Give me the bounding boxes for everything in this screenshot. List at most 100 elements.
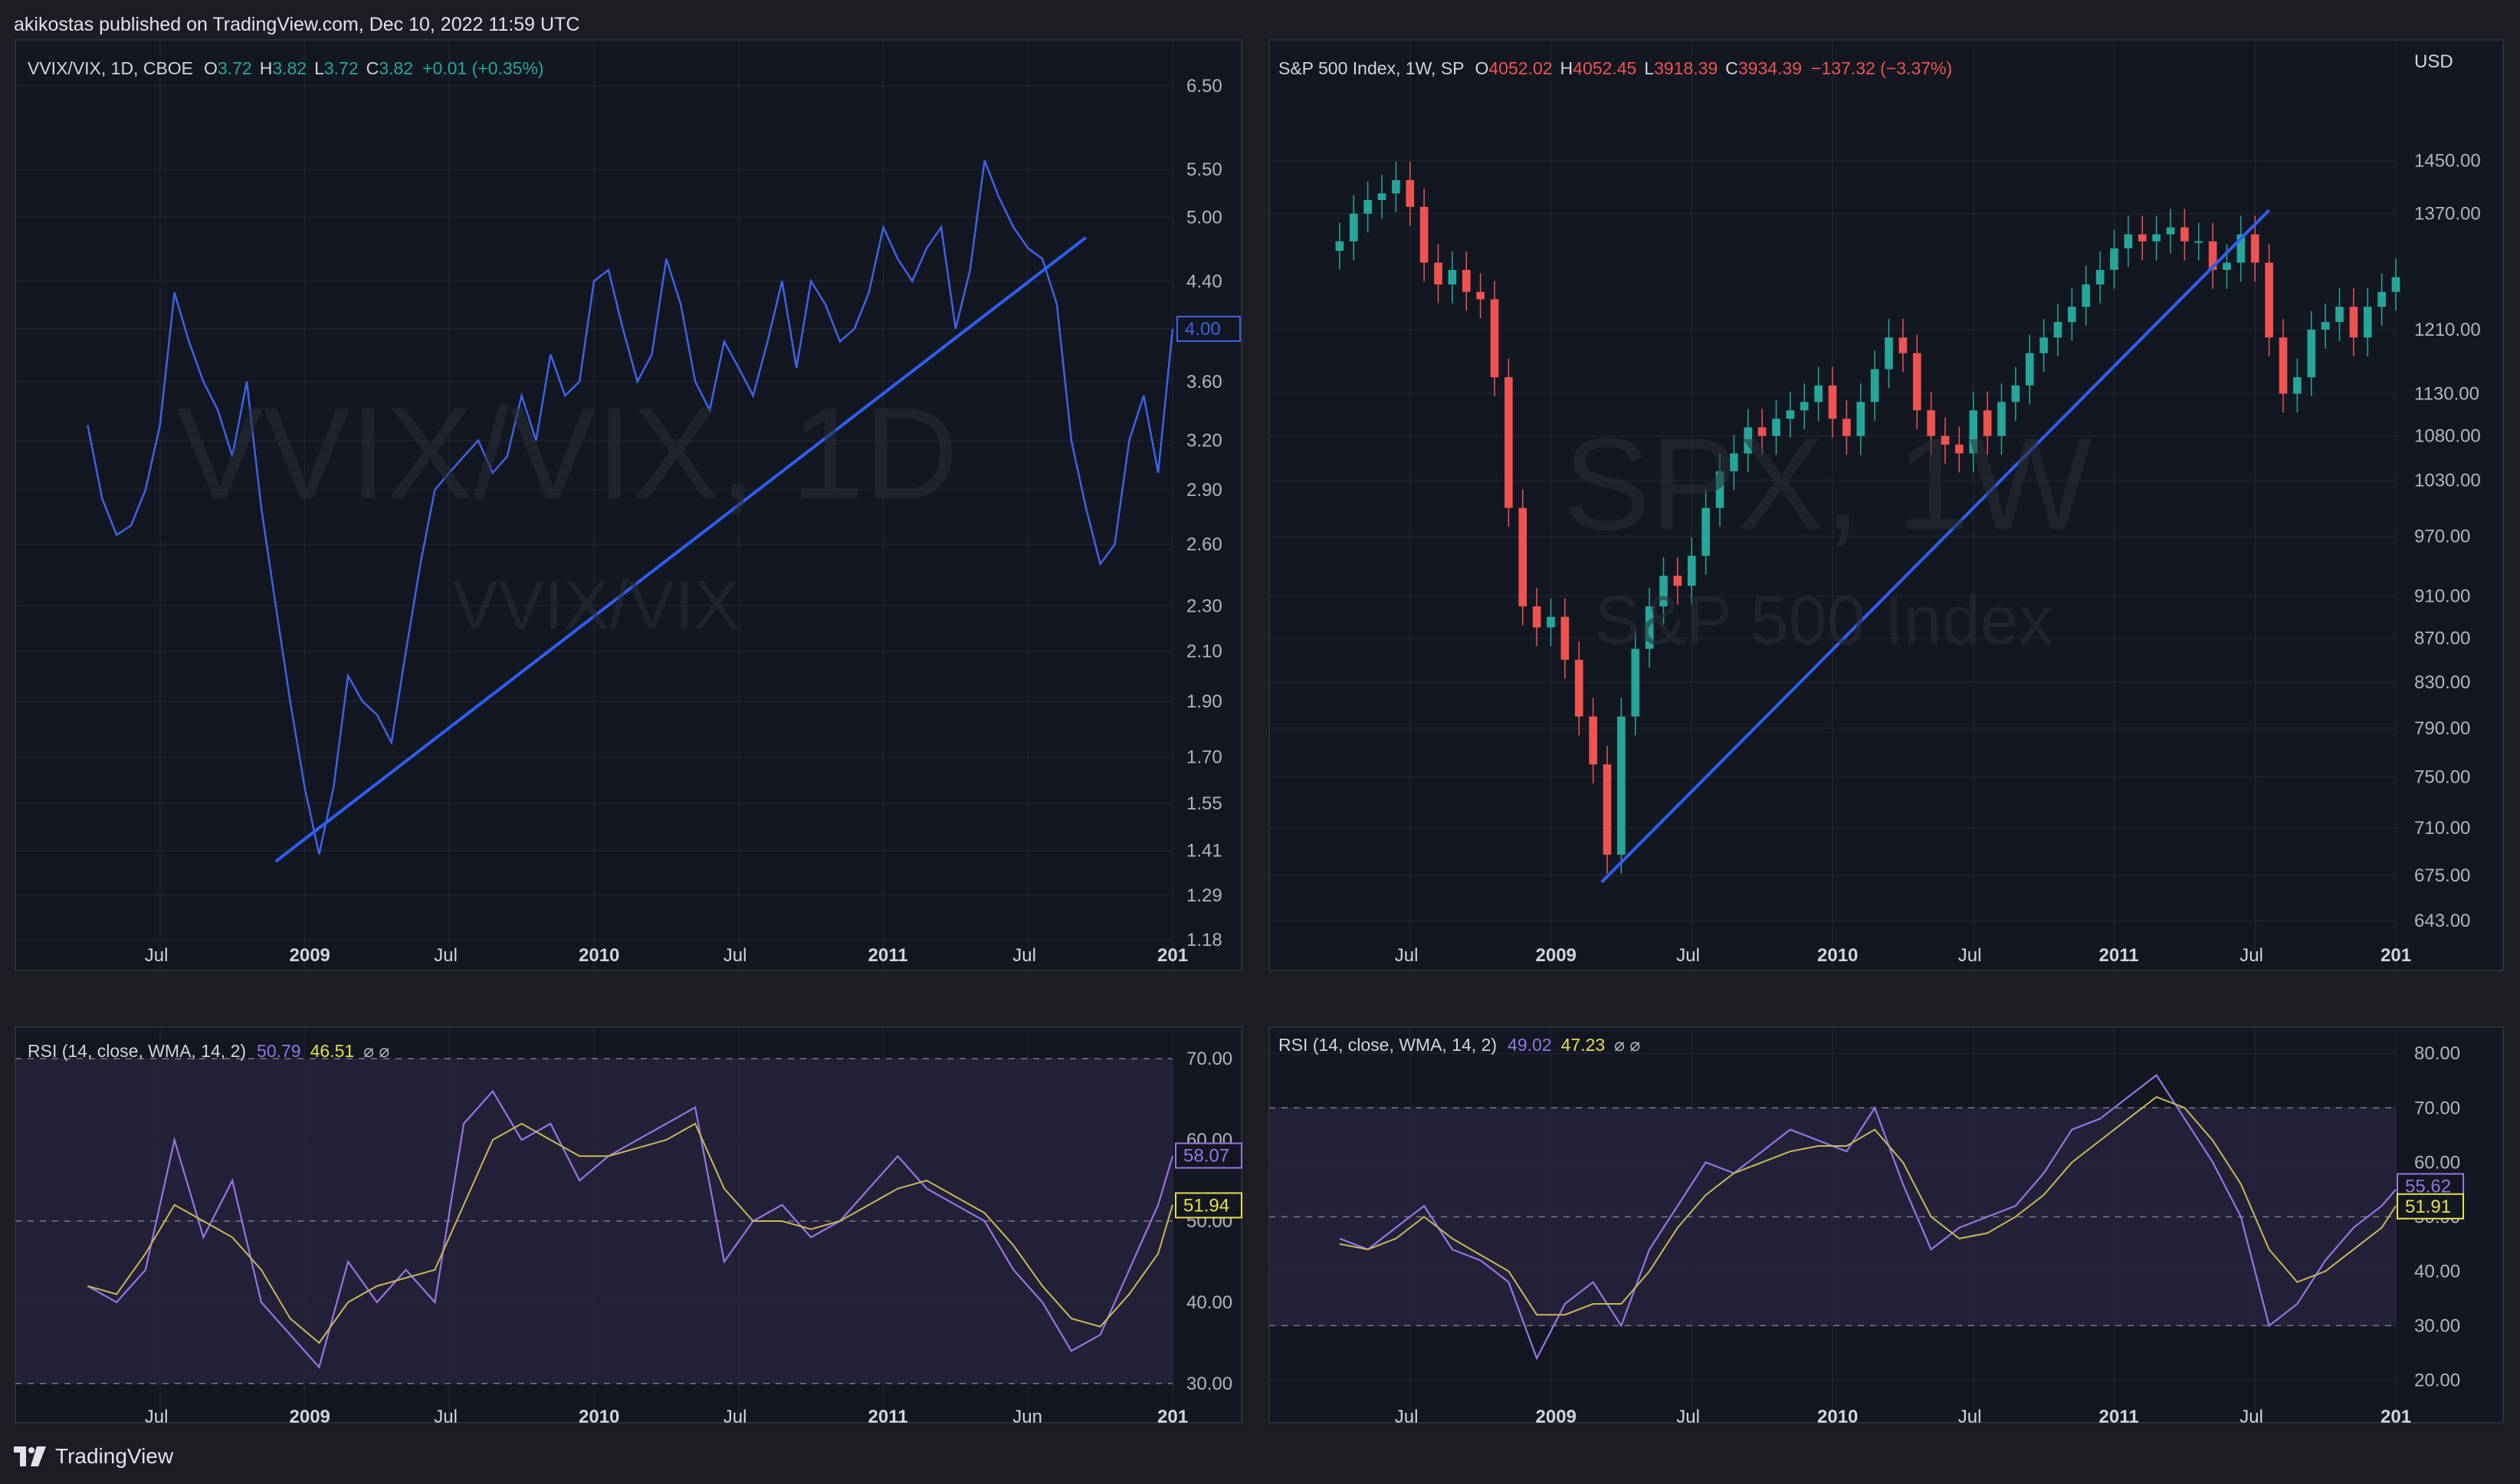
right-change: −137.32 (−3.37%) (1811, 58, 1953, 78)
right-price-xtick-label: 2010 (1817, 945, 1858, 966)
left-price-ytick-label: 2.60 (1186, 534, 1222, 555)
right-open: 4052.02 (1488, 58, 1553, 78)
right-price-xtick-label: Jul (1395, 945, 1419, 966)
right-price-candle-body (1419, 206, 1429, 263)
left-l-label: L (314, 58, 324, 78)
right-price-candle-body (1912, 353, 1921, 411)
right-rsi-badge (2397, 1193, 2464, 1220)
right-rsi-badge-label: 51.91 (2405, 1197, 2451, 1217)
right-price-ytick-label: 910.00 (2414, 586, 2470, 607)
left-price-ytick-label: 1.18 (1186, 930, 1222, 950)
right-price-candle-body (2250, 234, 2259, 263)
right-low: 3918.39 (1654, 58, 1718, 78)
left-price-series-line (87, 159, 1174, 855)
right-price-candle-body (1955, 445, 1964, 454)
right-rsi-ma-value: 47.23 (1560, 1035, 1606, 1055)
right-price-candle-body (2053, 322, 2062, 338)
pane-background-2 (1268, 39, 2504, 971)
right-price-ytick-label: 830.00 (2414, 672, 2470, 693)
right-price-candle-body (2236, 234, 2246, 263)
right-price-candle-body (1476, 291, 1485, 300)
right-price-candle-body (2180, 227, 2189, 241)
left-high: 3.82 (272, 58, 307, 78)
right-price-candle-body (2095, 270, 2105, 285)
left-rsi-ytick-label: 70.00 (1186, 1049, 1232, 1069)
right-rsi-ytick-label: 60.00 (2414, 1152, 2460, 1173)
left-rsi-xtick-label: 2011 (868, 1407, 908, 1427)
left-rsi-xtick-label: 2009 (290, 1407, 330, 1427)
pane-background-0 (15, 39, 1242, 971)
left-open: 3.72 (217, 58, 252, 78)
left-rsi-badge (1175, 1192, 1242, 1219)
right-price-candle-body (2377, 291, 2386, 307)
right-price-candle-body (2349, 307, 2358, 338)
left-price-ytick-label: 2.10 (1186, 642, 1222, 662)
left-price-legend: VVIX/VIX, 1D, CBOE O 3.72 H 3.82 L 3.72 … (28, 58, 544, 79)
left-watermark: VVIX/VIX, 1D (176, 381, 958, 527)
right-price-candle-body (1870, 369, 1879, 402)
right-price-ytick-label: 1130.00 (2414, 384, 2479, 405)
right-price-candle-body (1772, 419, 1780, 436)
right-price-candle-body (1504, 377, 1513, 508)
right-price-candle-body (1715, 471, 1724, 508)
footer-brand: TradingView (55, 1444, 174, 1468)
right-price-candle-body (1673, 576, 1682, 586)
left-price-ytick-label: 1.41 (1186, 841, 1222, 862)
right-price-candle-body (1574, 659, 1583, 717)
left-rsi-series-1 (87, 1122, 1173, 1344)
right-price-candle-body (1800, 402, 1809, 411)
right-price-ytick-label: 1210.00 (2414, 320, 2481, 340)
right-price-candle-body (1786, 410, 1795, 419)
left-price-ytick-label: 2.90 (1186, 480, 1222, 501)
right-price-candle-body (2293, 377, 2302, 394)
right-price-candle-body (1335, 241, 1344, 251)
left-price-ytick-label: 1.29 (1186, 885, 1222, 906)
right-price-candle-body (2152, 234, 2161, 241)
left-rsi-xtick-label: Jul (724, 1407, 747, 1427)
left-watermark-sub: VVIX/VIX (452, 567, 740, 644)
publisher-header: akikostas published on TradingView.com, … (14, 14, 580, 35)
right-price-candle-body (1603, 764, 1612, 855)
left-change: +0.01 (+0.35%) (422, 58, 544, 78)
right-price-candle-body (1518, 507, 1527, 607)
right-price-candle-body (1406, 179, 1415, 207)
right-price-candle-body (1744, 427, 1753, 454)
right-price-candle-body (2110, 248, 2118, 271)
right-price-candle-body (1885, 337, 1893, 369)
right-rsi-ytick-label: 20.00 (2414, 1370, 2460, 1390)
right-rsi-xtick-label: 2011 (2099, 1407, 2139, 1427)
right-rsi-xtick-label: 2010 (1817, 1407, 1858, 1427)
right-price-candle-body (2138, 234, 2147, 241)
right-rsi-xtick-label: 201 (2381, 1407, 2411, 1427)
right-rsi-xtick-label: Jul (1395, 1407, 1419, 1427)
left-price-xtick-label: 201 (1157, 945, 1188, 966)
right-price-candle-body (2011, 385, 2020, 402)
right-watermark-sub: S&P 500 Index (1594, 583, 2053, 659)
right-rsi-ytick-label: 40.00 (2414, 1261, 2460, 1282)
right-rsi-legend: RSI (14, close, WMA, 14, 2) 49.02 47.23 … (1278, 1035, 1640, 1056)
left-o-label: O (204, 58, 218, 78)
right-rsi-ytick-label: 70.00 (2414, 1098, 2460, 1118)
right-price-candle-body (1969, 410, 1978, 454)
right-price-ytick-label: 870.00 (2414, 628, 2470, 648)
right-rsi-xtick-label: 2009 (1536, 1407, 1577, 1427)
right-price-xtick-label: Jul (2239, 945, 2263, 966)
right-price-candle-body (1814, 385, 1823, 402)
right-price-candle-body (1631, 648, 1640, 717)
right-price-candle-body (1856, 402, 1865, 436)
right-price-candle-body (2321, 322, 2330, 330)
right-price-ytick-label: 675.00 (2414, 865, 2470, 886)
right-price-candle-body (1490, 299, 1499, 378)
right-price-candle-body (2307, 330, 2316, 378)
right-price-candle-body (1462, 270, 1471, 292)
left-rsi-badge-label: 51.94 (1183, 1195, 1229, 1216)
left-price-badge-label: 4.00 (1185, 319, 1221, 340)
left-price-badge (1176, 315, 1241, 342)
right-price-candle-body (1532, 606, 1541, 628)
left-rsi-flags: ⌀ ⌀ (363, 1041, 390, 1061)
right-price-candle-body (1687, 556, 1696, 586)
right-price-xtick-label: 2009 (1536, 945, 1577, 966)
right-price-candle-body (2363, 307, 2372, 338)
left-price-xtick-label: Jul (724, 945, 747, 966)
